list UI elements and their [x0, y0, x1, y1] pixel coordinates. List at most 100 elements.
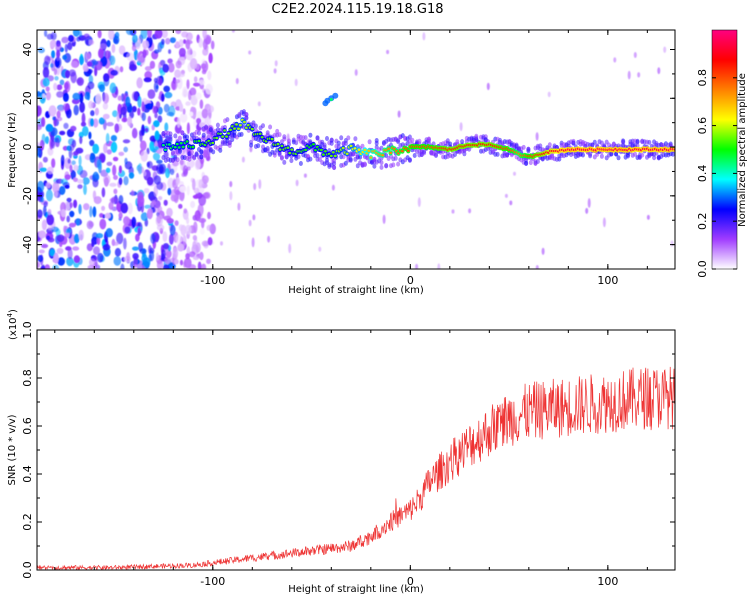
noise-blob: [541, 247, 545, 255]
noise-blob: [174, 220, 179, 226]
ridge-halo: [571, 138, 576, 144]
noise-blob: [56, 49, 61, 58]
noise-blob: [94, 173, 100, 181]
noise-blob: [121, 117, 128, 123]
ridge-halo: [592, 139, 597, 145]
noise-blob: [155, 252, 160, 261]
ridge-halo: [218, 147, 223, 153]
noise-blob: [140, 140, 147, 151]
noise-blob: [137, 163, 143, 175]
ridge-halo: [343, 140, 348, 146]
noise-blob: [144, 204, 152, 209]
noise-blob: [200, 227, 205, 235]
noise-blob: [152, 105, 157, 115]
ridge-halo: [294, 140, 299, 146]
noise-blob: [143, 77, 152, 83]
noise-blob: [513, 171, 516, 176]
ridge-halo: [332, 161, 337, 167]
ridge-halo: [521, 144, 526, 150]
noise-blob: [174, 258, 179, 265]
ridge-halo: [192, 155, 197, 161]
noise-blob: [99, 84, 105, 93]
ridge-halo: [384, 163, 389, 169]
ridge-halo: [412, 153, 417, 158]
noise-blob: [165, 37, 171, 45]
noise-blob: [50, 140, 56, 149]
noise-blob: [147, 161, 153, 169]
noise-blob: [417, 197, 421, 208]
ridge-halo: [308, 156, 313, 162]
ridge-core: [278, 148, 282, 151]
noise-blob: [178, 47, 186, 58]
noise-blob: [73, 104, 79, 116]
ridge-halo: [422, 149, 427, 155]
ridge-halo: [175, 157, 180, 163]
noise-blob: [125, 30, 134, 36]
noise-blob: [248, 219, 252, 227]
ridge-core: [367, 149, 371, 152]
ridge-core: [233, 127, 236, 130]
noise-blob: [131, 105, 137, 113]
ridge-halo: [265, 148, 270, 154]
noise-blob: [145, 127, 149, 133]
noise-blob: [112, 110, 118, 118]
noise-blob: [116, 232, 124, 245]
noise-blob: [535, 132, 539, 141]
ridge-core: [363, 148, 367, 152]
ridge-core: [238, 124, 242, 127]
ridge-core: [211, 141, 215, 145]
ridge-core: [223, 129, 227, 132]
ridge-halo: [239, 131, 244, 137]
noise-blob: [124, 226, 131, 234]
noise-blob: [67, 42, 73, 51]
noise-blob: [57, 257, 65, 266]
noise-blob: [198, 79, 205, 86]
noise-blob: [509, 200, 513, 206]
noise-blob: [163, 85, 171, 93]
noise-blob: [123, 237, 127, 250]
ridge-core: [185, 140, 189, 143]
ridge-core: [381, 154, 385, 157]
noise-blob: [37, 91, 41, 98]
noise-blob: [158, 77, 163, 86]
noise-blob: [207, 211, 211, 220]
noise-blob: [118, 195, 124, 205]
noise-blob: [112, 241, 119, 246]
ridge-halo: [524, 160, 529, 166]
spectrogram-x-axis-label: Height of straight line (km): [288, 285, 424, 296]
noise-blob: [118, 177, 123, 186]
noise-blob: [61, 36, 69, 44]
ridge-halo: [365, 154, 370, 160]
noise-blob: [160, 93, 165, 102]
noise-blob: [155, 101, 161, 109]
noise-blob: [51, 50, 56, 59]
noise-blob: [198, 179, 204, 189]
ridge-halo: [460, 139, 465, 145]
noise-blob: [117, 95, 122, 101]
ridge-halo: [230, 137, 235, 143]
noise-blob: [200, 63, 207, 70]
ridge-core: [227, 132, 231, 135]
noise-blob: [109, 55, 116, 66]
noise-blob: [137, 107, 141, 116]
spectrogram-panel: -100 0 100 40 20 0 -20 -40 Height of straight l…: [7, 29, 676, 296]
ridge-halo: [640, 152, 645, 158]
noise-blob: [58, 186, 66, 195]
noise-blob: [168, 49, 172, 54]
noise-blob: [185, 39, 191, 50]
noise-blob: [89, 153, 96, 163]
snr-scale-close: ): [8, 309, 19, 313]
noise-blob: [82, 177, 90, 185]
noise-blob: [73, 199, 78, 209]
noise-blob: [161, 38, 165, 46]
noise-blob: [46, 235, 51, 240]
noise-blob: [109, 82, 117, 94]
noise-blob: [318, 246, 322, 252]
noise-blob: [206, 224, 212, 231]
noise-blob: [153, 49, 160, 54]
noise-blob: [303, 173, 307, 178]
ridge-halo: [308, 132, 313, 138]
noise-blob: [165, 167, 170, 179]
colorbar-tick-label: 0.8: [696, 69, 709, 87]
noise-blob: [220, 241, 223, 246]
